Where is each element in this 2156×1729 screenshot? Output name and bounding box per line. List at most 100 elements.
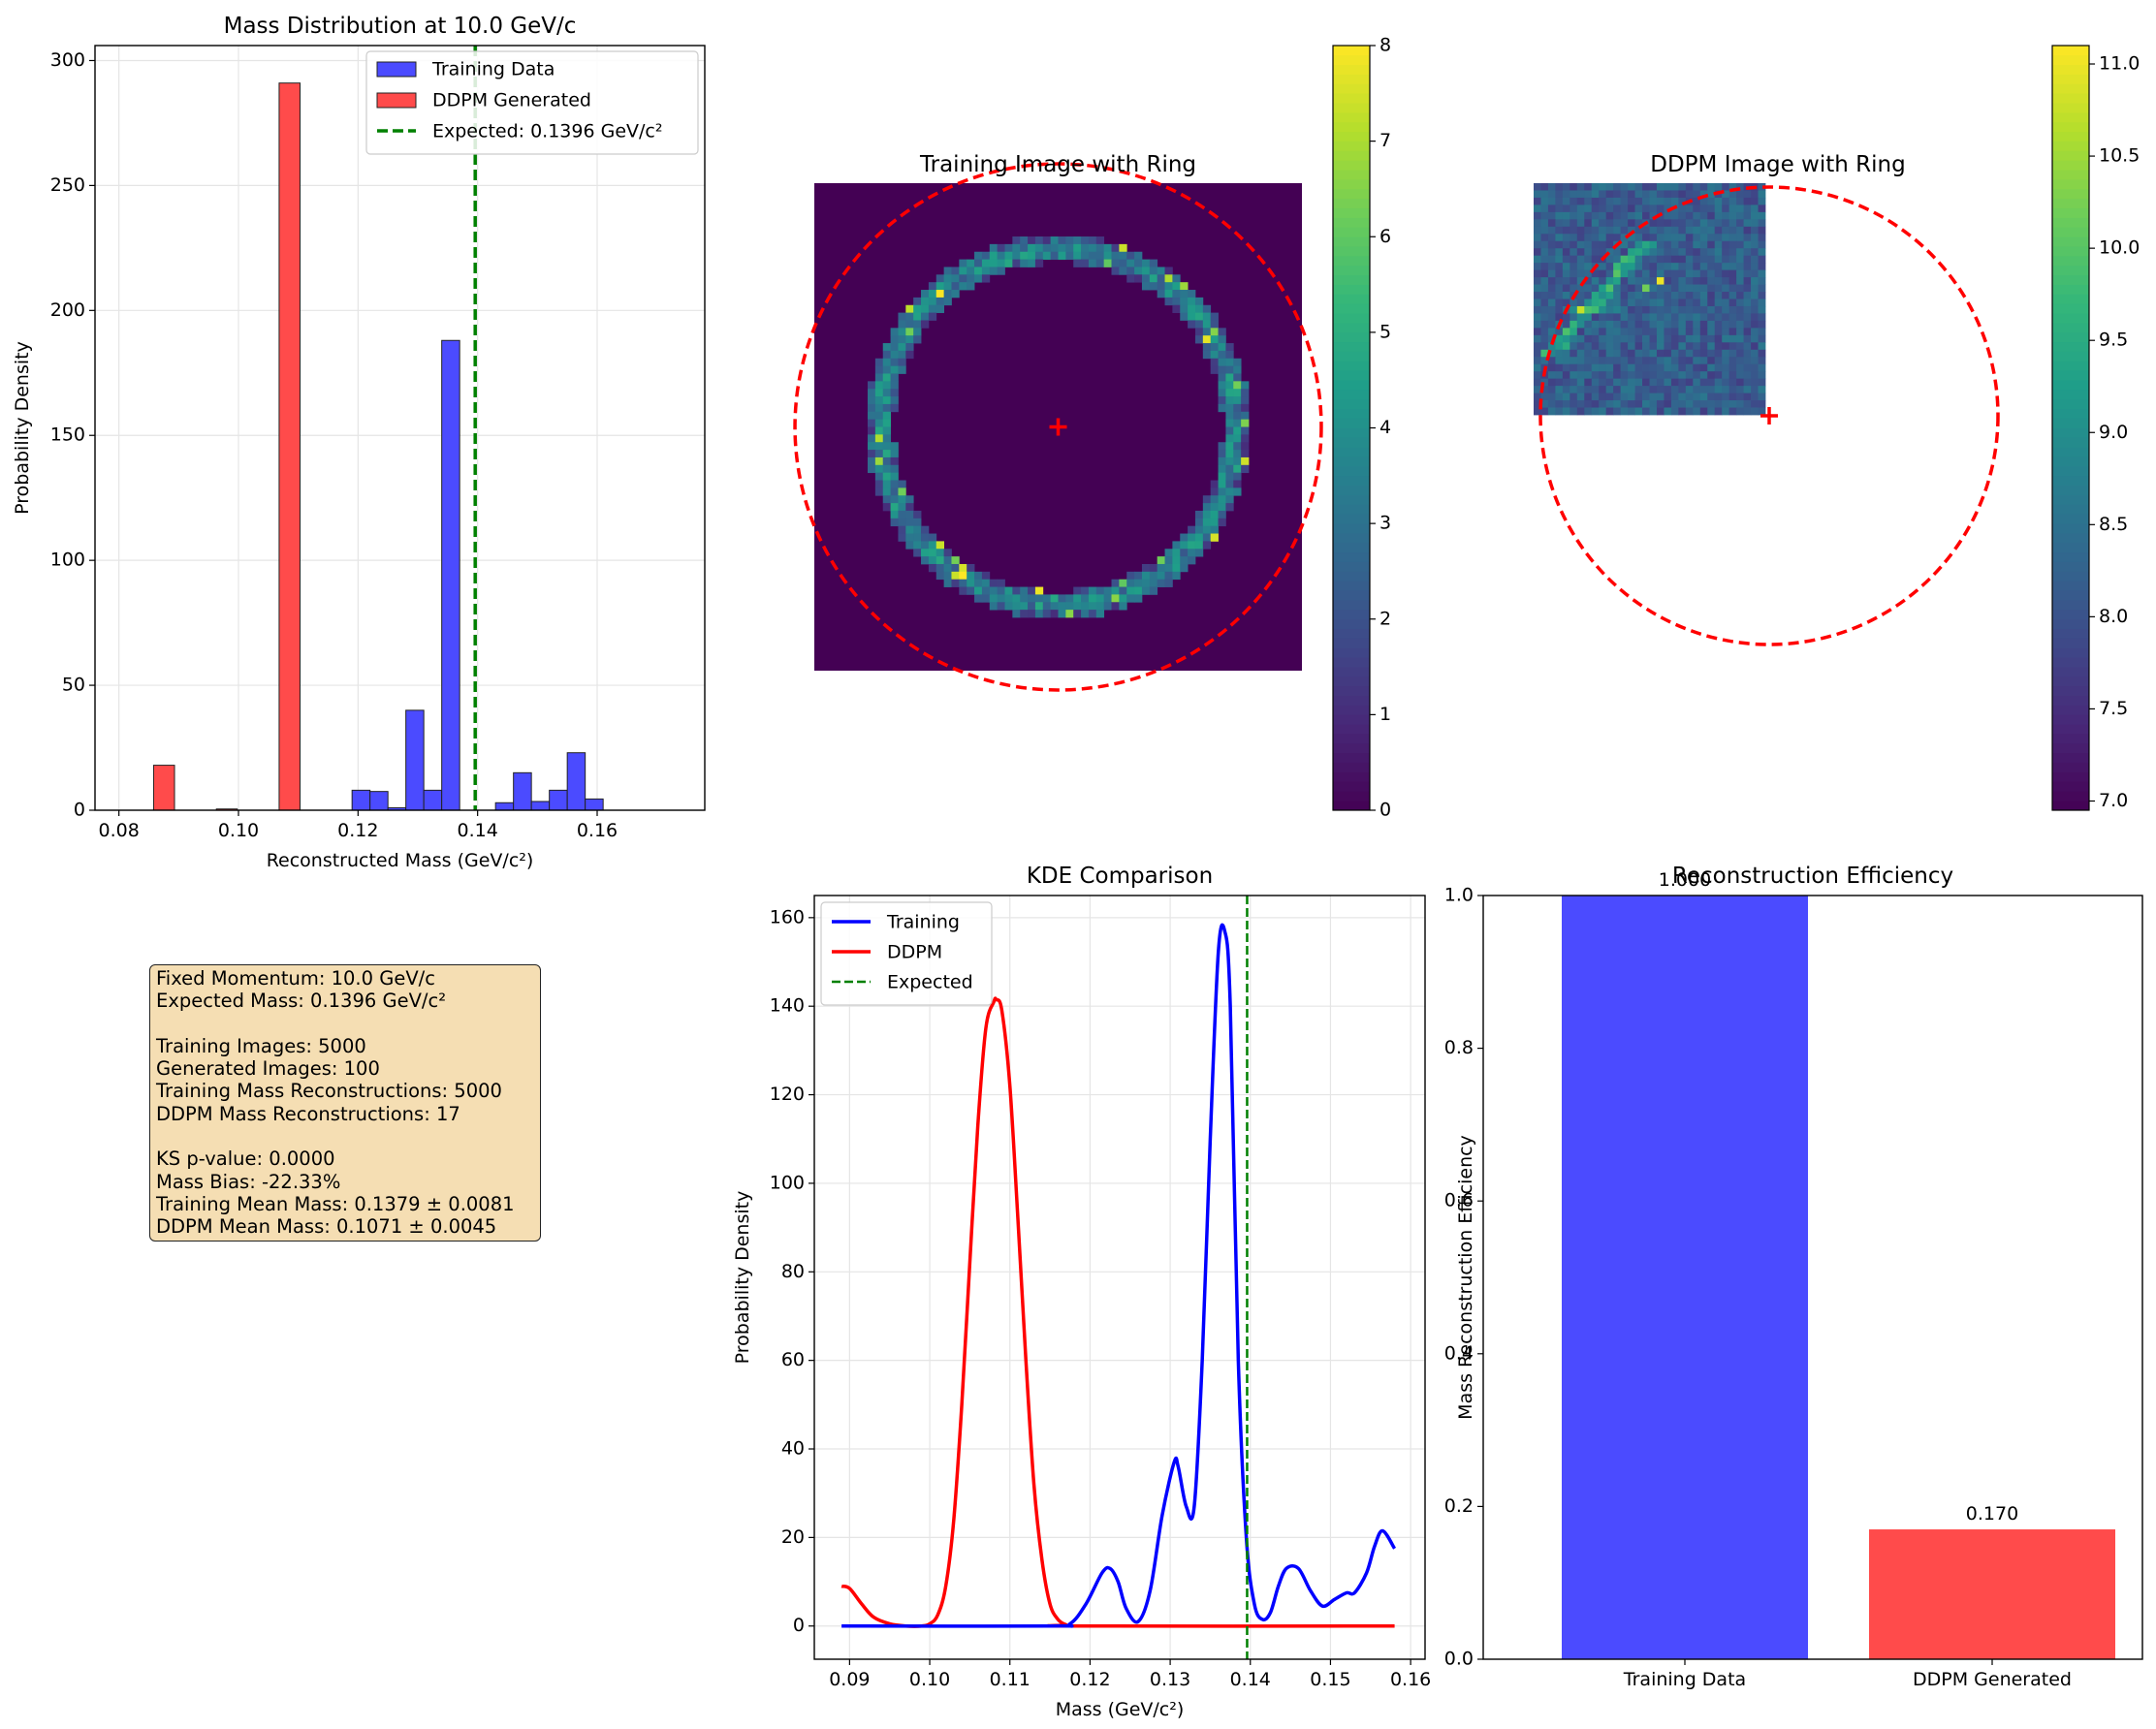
- legend-label: Training: [886, 912, 960, 933]
- image-pixel: [1649, 328, 1658, 336]
- image-pixel: [1678, 234, 1687, 242]
- image-pixel: [1707, 248, 1716, 257]
- colorbar-tick-label: 10.5: [2099, 145, 2140, 167]
- image-pixel: [1707, 269, 1716, 278]
- image-pixel: [1642, 269, 1650, 278]
- ddpm-image: [1534, 183, 1766, 416]
- image-pixel: [1736, 328, 1744, 336]
- image-pixel: [1613, 299, 1622, 307]
- image-pixel: [1605, 226, 1614, 235]
- image-pixel: [1540, 248, 1549, 257]
- image-pixel: [898, 525, 906, 534]
- image-pixel: [1095, 251, 1105, 260]
- colorbar-segment: [2052, 389, 2089, 400]
- image-pixel: [913, 335, 922, 344]
- image-pixel: [1656, 284, 1665, 293]
- image-pixel: [1540, 357, 1549, 365]
- colorbar-segment: [1333, 169, 1370, 180]
- image-pixel: [1634, 226, 1643, 235]
- image-pixel: [935, 563, 945, 573]
- image-pixel: [1656, 269, 1665, 278]
- colorbar-segment: [1333, 762, 1370, 772]
- image-pixel: [1218, 335, 1226, 344]
- image-pixel: [1722, 234, 1730, 242]
- image-pixel: [1620, 240, 1629, 249]
- image-pixel: [1743, 407, 1752, 416]
- legend-label: DDPM Generated: [432, 90, 591, 111]
- image-pixel: [1584, 269, 1593, 278]
- image-pixel: [1584, 211, 1593, 220]
- image-pixel: [1555, 255, 1564, 264]
- image-pixel: [1649, 342, 1658, 351]
- image-pixel: [1599, 407, 1607, 416]
- image-pixel: [1699, 378, 1708, 387]
- image-pixel: [1081, 243, 1090, 253]
- image-pixel: [1119, 586, 1127, 595]
- image-pixel: [1540, 240, 1549, 249]
- image-pixel: [1569, 197, 1578, 205]
- image-pixel: [1620, 197, 1629, 205]
- image-pixel: [1728, 248, 1737, 257]
- image-pixel: [1547, 269, 1556, 278]
- image-pixel: [1656, 357, 1665, 365]
- image-pixel: [1569, 371, 1578, 380]
- image-pixel: [1157, 282, 1165, 291]
- image-pixel: [1707, 284, 1716, 293]
- image-pixel: [1576, 240, 1585, 249]
- image-pixel: [1722, 248, 1730, 257]
- image-pixel: [1656, 255, 1665, 264]
- image-pixel: [1134, 259, 1143, 267]
- image-pixel: [1743, 211, 1752, 220]
- image-pixel: [1728, 407, 1737, 416]
- image-pixel: [959, 571, 967, 581]
- image-pixel: [1034, 251, 1044, 260]
- image-pixel: [1050, 243, 1059, 253]
- image-pixel: [1728, 204, 1737, 213]
- colorbar-segment: [1333, 217, 1370, 228]
- image-pixel: [1613, 263, 1622, 271]
- image-pixel: [1081, 610, 1090, 618]
- image-pixel: [1012, 259, 1021, 267]
- image-pixel: [874, 464, 884, 474]
- image-pixel: [1050, 610, 1059, 618]
- image-pixel: [1693, 211, 1701, 220]
- image-pixel: [1599, 400, 1607, 408]
- image-pixel: [1642, 284, 1650, 293]
- image-pixel: [1758, 371, 1766, 380]
- image-pixel: [1642, 211, 1650, 220]
- kde-title: KDE Comparison: [1027, 864, 1213, 889]
- image-pixel: [1722, 349, 1730, 358]
- colorbar-segment: [1333, 74, 1370, 84]
- image-pixel: [1599, 363, 1607, 372]
- image-pixel: [1218, 442, 1226, 451]
- hist-bar: [369, 791, 389, 811]
- image-pixel: [1225, 350, 1234, 360]
- image-pixel: [921, 290, 930, 299]
- image-pixel: [890, 396, 899, 405]
- image-pixel: [1722, 226, 1730, 235]
- image-pixel: [1599, 393, 1607, 401]
- image-pixel: [1555, 234, 1564, 242]
- image-pixel: [1020, 602, 1029, 611]
- image-pixel: [1591, 234, 1600, 242]
- image-pixel: [1649, 349, 1658, 358]
- image-pixel: [1707, 292, 1716, 299]
- image-pixel: [1664, 204, 1672, 213]
- image-pixel: [967, 267, 975, 275]
- image-pixel: [1004, 251, 1013, 260]
- image-pixel: [1670, 400, 1679, 408]
- image-pixel: [1591, 292, 1600, 299]
- image-pixel: [1164, 282, 1173, 291]
- image-pixel: [1736, 197, 1744, 205]
- image-pixel: [1540, 284, 1549, 293]
- image-pixel: [1664, 183, 1672, 191]
- image-pixel: [1714, 299, 1723, 307]
- x-tick-label: 0.12: [337, 820, 378, 841]
- image-pixel: [1569, 255, 1578, 264]
- image-pixel: [1225, 487, 1234, 496]
- image-pixel: [1664, 292, 1672, 299]
- colorbar-segment: [2052, 647, 2089, 658]
- image-pixel: [1540, 328, 1549, 336]
- colorbar-segment: [1333, 599, 1370, 611]
- image-pixel: [1758, 248, 1766, 257]
